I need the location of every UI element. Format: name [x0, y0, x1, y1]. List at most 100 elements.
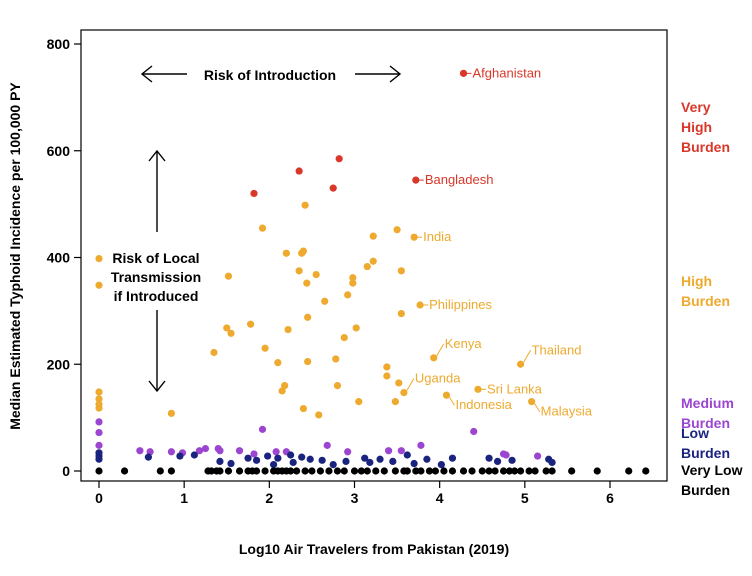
point-high: [258, 224, 267, 232]
point-medium: [167, 448, 175, 456]
point-very-low: [568, 467, 576, 475]
point-high: [315, 411, 323, 419]
annotations: Risk of Introduction Risk of Local Transmi…: [111, 65, 402, 393]
point-very-low: [642, 467, 650, 475]
labeled-point: [410, 233, 418, 241]
data-points: [95, 155, 650, 475]
point-very-low: [525, 467, 533, 475]
point-very-low: [505, 467, 514, 475]
point-low: [437, 460, 445, 469]
left-arrowhead: [140, 65, 153, 83]
x-tick-label: 2: [265, 490, 273, 506]
point-low: [403, 451, 411, 459]
point-high: [261, 344, 269, 352]
point-low: [485, 454, 493, 462]
point-very-high: [250, 189, 258, 198]
point-very-low: [167, 467, 175, 475]
point-low: [376, 455, 384, 463]
point-labels: Afghanistan Bangladesh India Philippines Ken…: [400, 65, 593, 419]
labeled-point: [528, 398, 536, 406]
point-high: [303, 279, 311, 287]
point-very-low: [511, 467, 519, 475]
point-very-low: [431, 467, 440, 475]
point-high: [167, 409, 175, 417]
point-high: [299, 404, 307, 413]
point-very-low: [542, 467, 550, 475]
point-high: [95, 395, 103, 403]
point-medium: [235, 447, 244, 455]
x-tick-label: 3: [351, 490, 359, 506]
point-low: [216, 457, 224, 465]
labeled-point: [412, 176, 420, 184]
label-leader-line: [534, 403, 541, 412]
point-high: [333, 382, 342, 390]
point-high: [397, 267, 405, 275]
point-low: [318, 456, 326, 464]
point-medium: [384, 447, 393, 455]
plot-area-frame: [80, 29, 668, 482]
point-very-low: [120, 467, 129, 475]
y-tick-label: 800: [47, 36, 71, 52]
point-very-low: [207, 467, 216, 475]
point-high: [282, 249, 290, 257]
point-low: [423, 455, 431, 463]
legend-label-low: Burden: [681, 445, 730, 461]
point-high: [393, 226, 401, 234]
point-low: [176, 452, 184, 460]
point-label: Afghanistan: [473, 65, 542, 80]
point-medium: [250, 450, 258, 458]
legend-label-very-low: Burden: [681, 482, 730, 498]
point-medium: [470, 427, 478, 436]
point-very-low: [491, 467, 499, 475]
point-very-low: [316, 467, 325, 475]
local-transmission-label-line3: if Introduced: [114, 288, 199, 304]
point-high: [397, 309, 405, 318]
point-high: [227, 329, 235, 337]
point-low: [389, 457, 397, 465]
point-very-low: [301, 467, 309, 475]
point-high: [278, 387, 286, 395]
point-label: Indonesia: [455, 397, 512, 412]
point-very-low: [531, 467, 539, 475]
point-very-low: [340, 467, 348, 475]
point-high: [210, 348, 218, 357]
point-medium: [272, 448, 280, 456]
point-medium: [258, 425, 267, 433]
point-high: [363, 262, 371, 271]
point-very-low: [292, 467, 301, 475]
point-low: [244, 454, 252, 462]
point-label: Thailand: [532, 342, 582, 357]
y-tick-label: 400: [47, 250, 71, 266]
point-very-high: [335, 155, 343, 163]
label-leader-line: [436, 343, 445, 357]
point-low: [298, 453, 306, 461]
point-low: [274, 454, 282, 462]
labeled-point: [474, 385, 482, 393]
point-medium: [201, 444, 210, 453]
point-medium: [216, 447, 224, 455]
local-transmission-label-line2: Transmission: [111, 269, 201, 285]
point-medium: [323, 441, 331, 449]
point-label: Uganda: [415, 371, 461, 386]
point-very-low: [412, 467, 420, 475]
point-label: Bangladesh: [425, 172, 494, 187]
point-high: [340, 333, 348, 342]
point-high: [301, 201, 309, 209]
y-tick-label: 0: [62, 463, 70, 479]
point-high: [95, 281, 103, 289]
legend-label-medium: Medium: [681, 395, 734, 411]
x-tick-label: 0: [95, 490, 103, 506]
point-low: [342, 457, 350, 465]
point-low: [448, 454, 457, 462]
point-high: [95, 254, 103, 263]
axes: 0 1 2 3 4 5 6 0 200 400 600 800 Log10 Air Travelers …: [7, 36, 614, 557]
point-very-low: [403, 467, 411, 475]
point-low: [508, 456, 516, 464]
point-high: [284, 325, 292, 334]
point-high: [295, 267, 303, 275]
point-very-low: [417, 467, 425, 475]
legend-label-high: Burden: [681, 293, 730, 309]
point-very-low: [363, 467, 371, 475]
point-high: [304, 357, 312, 366]
point-medium: [195, 447, 204, 455]
